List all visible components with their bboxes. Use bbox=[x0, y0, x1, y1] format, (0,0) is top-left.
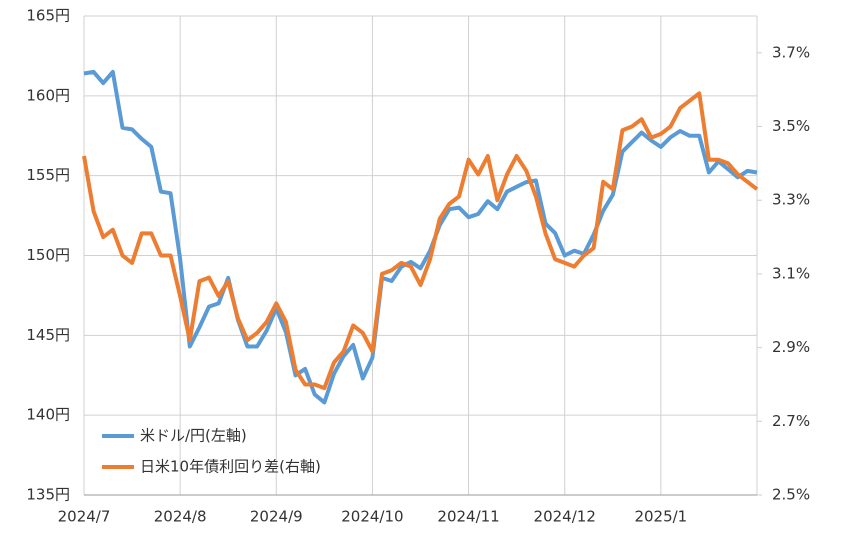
x-tick-label: 2024/8 bbox=[154, 508, 207, 526]
x-tick-label: 2024/10 bbox=[341, 508, 403, 526]
y-tick-label: 145円 bbox=[26, 326, 70, 344]
y2-tick-label: 3.7% bbox=[772, 43, 810, 61]
y-tick-label: 140円 bbox=[26, 406, 70, 424]
y2-tick-label: 3.3% bbox=[772, 191, 810, 209]
y-tick-label: 160円 bbox=[26, 86, 70, 104]
legend-label: 日米10年債利回り差(右軸) bbox=[140, 458, 321, 476]
x-tick-label: 2024/12 bbox=[534, 508, 596, 526]
x-tick-label: 2024/9 bbox=[250, 508, 303, 526]
series-line bbox=[82, 91, 759, 391]
y2-tick-label: 2.9% bbox=[772, 338, 810, 356]
series-line bbox=[83, 69, 758, 405]
x-tick-label: 2025/1 bbox=[634, 508, 687, 526]
y-tick-label: 150円 bbox=[26, 246, 70, 264]
y2-tick-label: 2.7% bbox=[772, 412, 810, 430]
y2-tick-label: 2.5% bbox=[772, 486, 810, 504]
y-tick-label: 165円 bbox=[26, 7, 70, 25]
x-tick-label: 2024/11 bbox=[437, 508, 499, 526]
legend-label: 米ドル/円(左軸) bbox=[140, 427, 247, 445]
y2-tick-label: 3.1% bbox=[772, 264, 810, 282]
y-tick-label: 155円 bbox=[26, 166, 70, 184]
y-tick-label: 135円 bbox=[26, 486, 70, 504]
y2-tick-label: 3.5% bbox=[772, 117, 810, 135]
x-tick-label: 2024/7 bbox=[58, 508, 111, 526]
